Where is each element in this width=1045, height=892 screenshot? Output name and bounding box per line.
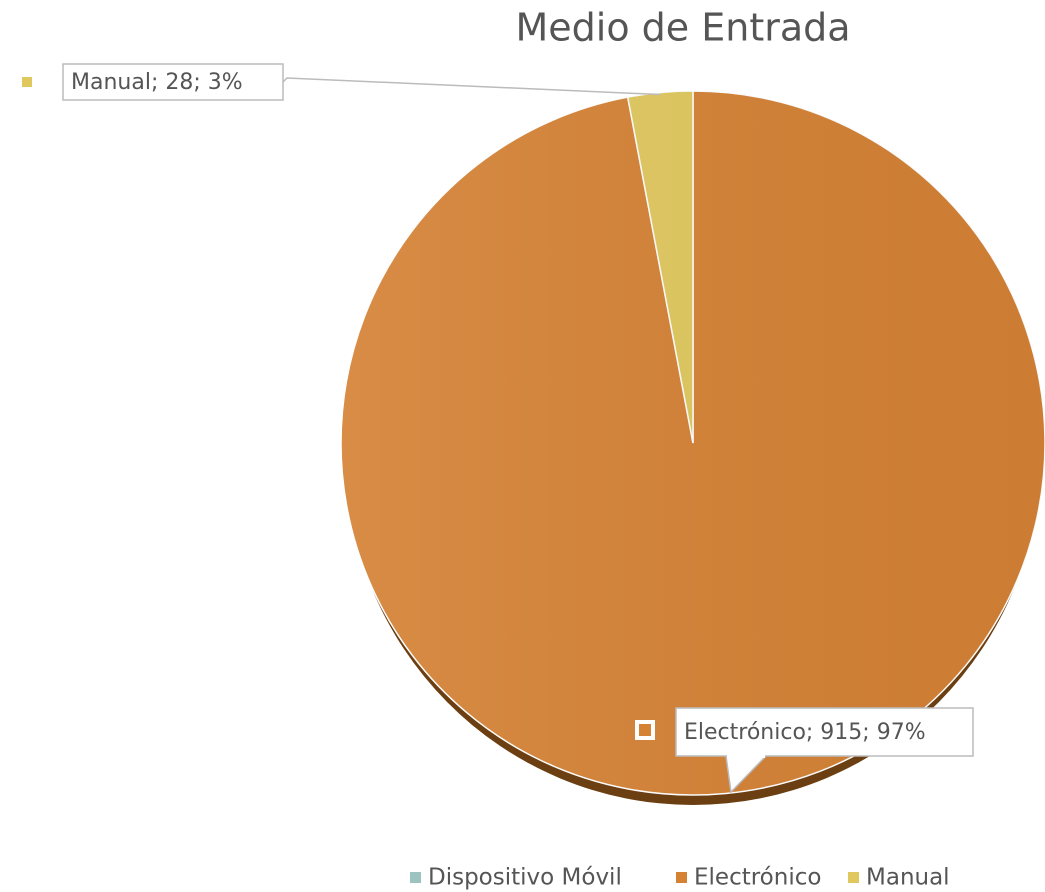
legend-label: Manual <box>866 865 950 891</box>
legend-key <box>848 872 859 883</box>
legend: Dispositivo Móvil Electrónico Manual <box>410 865 950 891</box>
callout-pointer <box>725 755 767 794</box>
data-label: Electrónico; 915; 97% <box>684 720 926 745</box>
label-key <box>635 720 655 740</box>
leader-line <box>282 77 661 96</box>
data-labels: Electrónico; 915; 97% Manual; 28; 3% <box>22 63 974 794</box>
data-label: Manual; 28; 3% <box>71 70 243 95</box>
legend-key <box>410 872 421 883</box>
label-box <box>62 63 284 101</box>
chart-title: Medio de Entrada <box>515 6 850 50</box>
legend-label: Dispositivo Móvil <box>428 865 622 891</box>
label-box-cover <box>727 755 765 758</box>
legend-label: Electrónico <box>694 865 821 891</box>
label-box <box>675 707 974 757</box>
label-key <box>22 77 32 87</box>
legend-key <box>676 872 687 883</box>
pie <box>340 90 1045 805</box>
